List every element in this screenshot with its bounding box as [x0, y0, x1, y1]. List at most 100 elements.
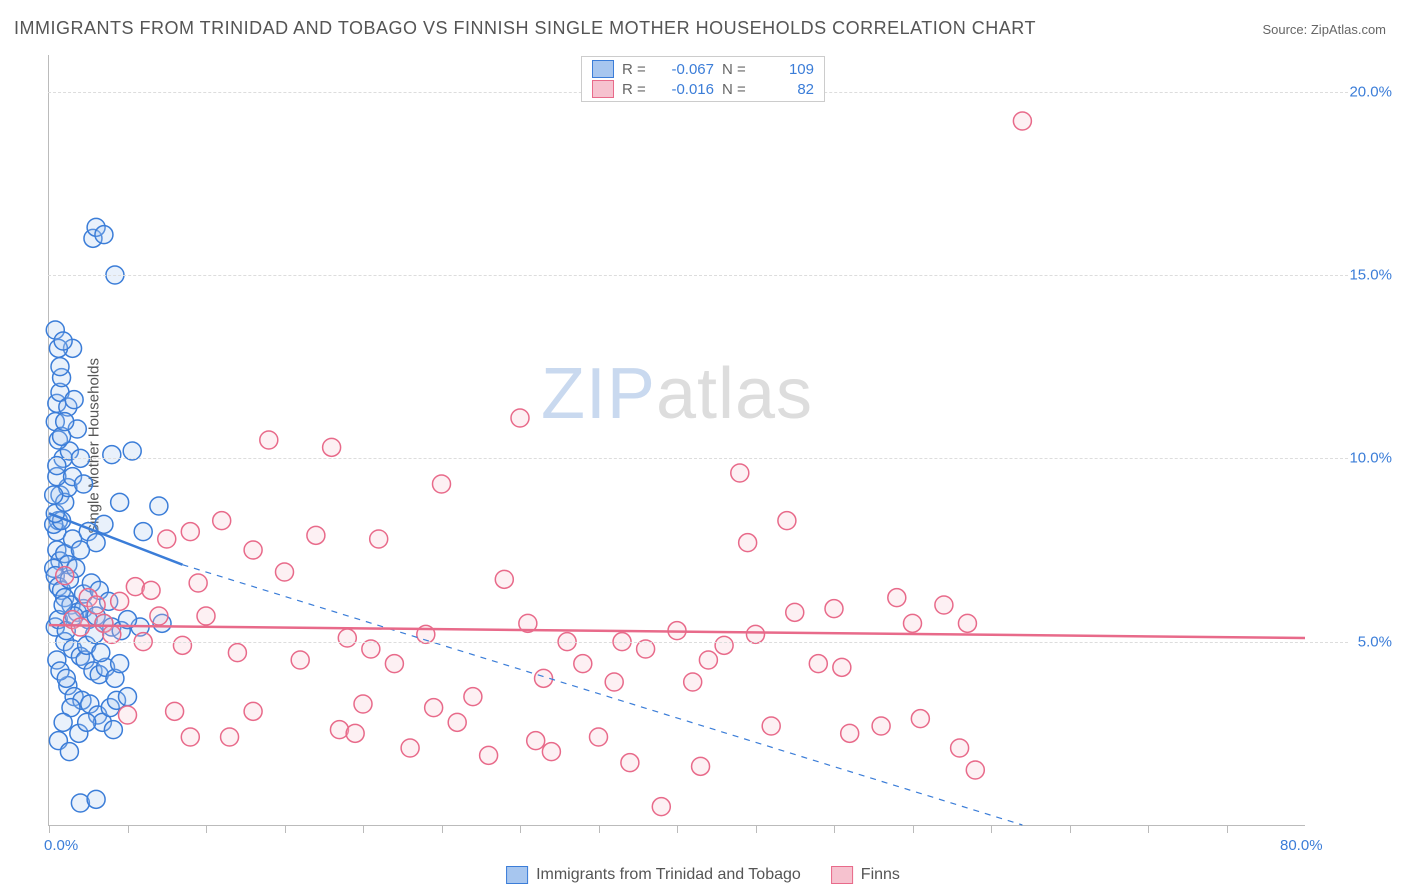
- data-point: [370, 530, 388, 548]
- data-point: [338, 629, 356, 647]
- data-point: [448, 713, 466, 731]
- x-tick: [442, 825, 443, 833]
- data-point: [213, 512, 231, 530]
- data-point: [111, 493, 129, 511]
- data-point: [87, 790, 105, 808]
- legend-n-label-2: N =: [722, 81, 752, 98]
- data-point: [158, 530, 176, 548]
- source-attribution: Source: ZipAtlas.com: [1262, 22, 1386, 37]
- correlation-legend: R = -0.067 N = 109 R = -0.016 N = 82: [581, 56, 825, 102]
- data-point: [739, 534, 757, 552]
- data-point: [45, 486, 63, 504]
- data-point: [95, 226, 113, 244]
- data-point: [71, 618, 89, 636]
- legend-row-series-1: R = -0.067 N = 109: [582, 59, 824, 79]
- data-point: [104, 721, 122, 739]
- data-point: [574, 655, 592, 673]
- data-point: [652, 798, 670, 816]
- x-tick: [913, 825, 914, 833]
- legend-n-value-2: 82: [760, 81, 814, 98]
- data-point: [54, 332, 72, 350]
- y-tick-label: 5.0%: [1358, 633, 1392, 650]
- data-point: [590, 728, 608, 746]
- data-point: [904, 614, 922, 632]
- data-point: [60, 743, 78, 761]
- data-point: [111, 655, 129, 673]
- data-point: [197, 607, 215, 625]
- data-point: [150, 497, 168, 515]
- legend-swatch-2: [592, 80, 614, 98]
- data-point: [778, 512, 796, 530]
- legend-r-label-1: R =: [622, 61, 652, 78]
- data-point: [786, 603, 804, 621]
- data-point: [605, 673, 623, 691]
- x-tick: [834, 825, 835, 833]
- data-point: [425, 699, 443, 717]
- data-point: [173, 636, 191, 654]
- series-legend: Immigrants from Trinidad and Tobago Finn…: [506, 866, 900, 884]
- data-point: [511, 409, 529, 427]
- data-point: [95, 515, 113, 533]
- data-point: [1013, 112, 1031, 130]
- data-point: [56, 567, 74, 585]
- data-point: [354, 695, 372, 713]
- data-point: [103, 446, 121, 464]
- data-point: [966, 761, 984, 779]
- data-point: [731, 464, 749, 482]
- legend-r-value-2: -0.016: [660, 81, 714, 98]
- data-point: [87, 596, 105, 614]
- data-point: [75, 475, 93, 493]
- data-point: [307, 526, 325, 544]
- legend-bottom-label-1: Immigrants from Trinidad and Tobago: [536, 866, 801, 884]
- data-point: [92, 644, 110, 662]
- x-tick: [206, 825, 207, 833]
- y-tick-label: 20.0%: [1349, 83, 1392, 100]
- data-point: [621, 754, 639, 772]
- data-point: [935, 596, 953, 614]
- plot-area: ZIPatlas: [48, 55, 1305, 826]
- gridline: [48, 458, 1348, 459]
- data-point: [126, 578, 144, 596]
- data-point: [150, 607, 168, 625]
- x-tick: [677, 825, 678, 833]
- data-point: [48, 457, 66, 475]
- data-point: [228, 644, 246, 662]
- data-point: [244, 541, 262, 559]
- data-point: [480, 746, 498, 764]
- x-tick: [363, 825, 364, 833]
- data-point: [166, 702, 184, 720]
- data-point: [57, 669, 75, 687]
- legend-bottom-swatch-2: [831, 866, 853, 884]
- data-point: [78, 713, 96, 731]
- data-point: [637, 640, 655, 658]
- data-point: [951, 739, 969, 757]
- data-point: [119, 688, 137, 706]
- data-point: [385, 655, 403, 673]
- data-point: [495, 570, 513, 588]
- x-tick: [520, 825, 521, 833]
- x-tick-label: 80.0%: [1280, 837, 1323, 854]
- data-point: [103, 625, 121, 643]
- data-point: [692, 757, 710, 775]
- data-point: [221, 728, 239, 746]
- legend-bottom-swatch-1: [506, 866, 528, 884]
- data-point: [244, 702, 262, 720]
- gridline: [48, 642, 1348, 643]
- x-tick: [991, 825, 992, 833]
- x-tick: [285, 825, 286, 833]
- data-point: [291, 651, 309, 669]
- x-tick: [49, 825, 50, 833]
- y-tick-label: 15.0%: [1349, 267, 1392, 284]
- data-point: [56, 413, 74, 431]
- data-point: [888, 589, 906, 607]
- legend-n-value-1: 109: [760, 61, 814, 78]
- x-tick: [756, 825, 757, 833]
- data-point: [134, 523, 152, 541]
- data-point: [699, 651, 717, 669]
- data-point: [527, 732, 545, 750]
- y-tick-label: 10.0%: [1349, 450, 1392, 467]
- data-point: [189, 574, 207, 592]
- legend-bottom-label-2: Finns: [861, 866, 900, 884]
- x-tick: [1227, 825, 1228, 833]
- data-point: [841, 724, 859, 742]
